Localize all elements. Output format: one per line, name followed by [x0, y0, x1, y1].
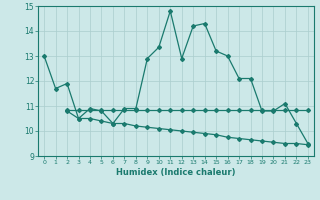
- X-axis label: Humidex (Indice chaleur): Humidex (Indice chaleur): [116, 168, 236, 177]
